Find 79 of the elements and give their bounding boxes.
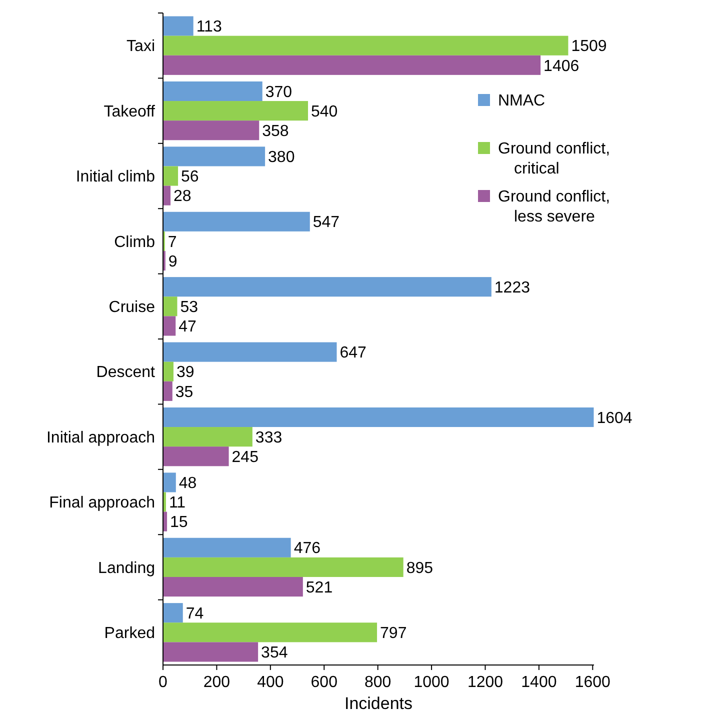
- bar: [163, 381, 172, 401]
- data-label: 333: [255, 429, 282, 446]
- data-label: 7: [168, 234, 177, 251]
- bar: [163, 538, 291, 558]
- bar: [163, 603, 183, 623]
- data-label: 521: [306, 579, 333, 596]
- data-label: 547: [312, 214, 340, 232]
- y-tick-label: Climb: [114, 234, 156, 251]
- data-label: 647: [340, 344, 367, 362]
- data-label: 74: [186, 605, 204, 622]
- data-label: 39: [176, 364, 194, 382]
- data-label: 56: [181, 168, 199, 186]
- y-tick-label: Final approach: [49, 494, 155, 512]
- bar: [163, 277, 492, 297]
- data-label: 1406: [544, 58, 580, 75]
- bar: [163, 55, 541, 75]
- x-tick-label: 200: [203, 674, 230, 691]
- data-label: 1509: [571, 38, 607, 56]
- data-label: 47: [178, 318, 197, 336]
- bar: [163, 446, 229, 466]
- data-label: 245: [232, 448, 259, 466]
- y-tick-label: Cruise: [108, 299, 156, 316]
- bar: [163, 166, 178, 186]
- x-tick-label: 1600: [574, 674, 611, 691]
- bar: [163, 576, 303, 597]
- y-tick-label: Initial climb: [76, 168, 156, 186]
- x-tick-label: 1000: [414, 674, 450, 691]
- data-label: 1223: [494, 279, 530, 296]
- data-label: 113: [196, 18, 222, 36]
- bar: [163, 212, 310, 232]
- x-axis-title: Incidents: [344, 694, 413, 713]
- y-tick-label: Taxi: [126, 38, 155, 56]
- bar: [163, 101, 308, 121]
- bar: [163, 120, 260, 140]
- bar: [163, 427, 252, 447]
- bar: [163, 622, 378, 642]
- data-label: 354: [261, 644, 288, 662]
- data-label: 53: [180, 299, 198, 316]
- data-label: 370: [265, 84, 292, 101]
- bar: [163, 342, 337, 362]
- data-label: 358: [262, 122, 289, 140]
- data-label: 28: [174, 188, 192, 206]
- data-label: 15: [170, 514, 188, 532]
- bar: [163, 16, 194, 36]
- bar: [163, 81, 262, 102]
- bar: [163, 296, 178, 316]
- data-label: 380: [268, 149, 295, 166]
- x-tick-label: 1200: [467, 674, 504, 691]
- bar: [163, 146, 266, 166]
- legend-label: NMAC: [498, 92, 546, 110]
- x-tick-label: 400: [257, 674, 284, 691]
- x-tick-label: 1400: [521, 674, 557, 691]
- legend-label: Ground conflict, less severe: [498, 188, 610, 226]
- bar: [163, 472, 176, 492]
- data-label: 35: [175, 384, 194, 401]
- data-label: 895: [406, 560, 434, 577]
- data-label: 797: [380, 625, 407, 642]
- y-tick-label: Landing: [98, 560, 155, 577]
- data-label: 476: [294, 540, 321, 558]
- y-tick-label: Initial approach: [46, 429, 155, 446]
- x-tick-label: 0: [158, 674, 168, 691]
- y-tick-label: Takeoff: [104, 103, 156, 120]
- bar: [163, 36, 568, 56]
- bar: [163, 316, 176, 336]
- y-tick-label: Descent: [96, 364, 156, 382]
- bar: [163, 557, 404, 577]
- data-label: 1604: [596, 410, 632, 427]
- data-label: 11: [168, 494, 186, 512]
- bar: [163, 362, 174, 382]
- y-tick-label: Parked: [104, 625, 155, 642]
- bar: [163, 407, 594, 428]
- x-tick-label: 800: [364, 674, 392, 691]
- data-label: 9: [168, 253, 178, 270]
- bar: [163, 186, 171, 206]
- x-tick-label: 600: [310, 674, 338, 691]
- bar: [163, 642, 258, 662]
- legend-label: Ground conflict, critical: [498, 140, 610, 178]
- data-label: 48: [178, 475, 197, 492]
- data-label: 540: [311, 103, 338, 120]
